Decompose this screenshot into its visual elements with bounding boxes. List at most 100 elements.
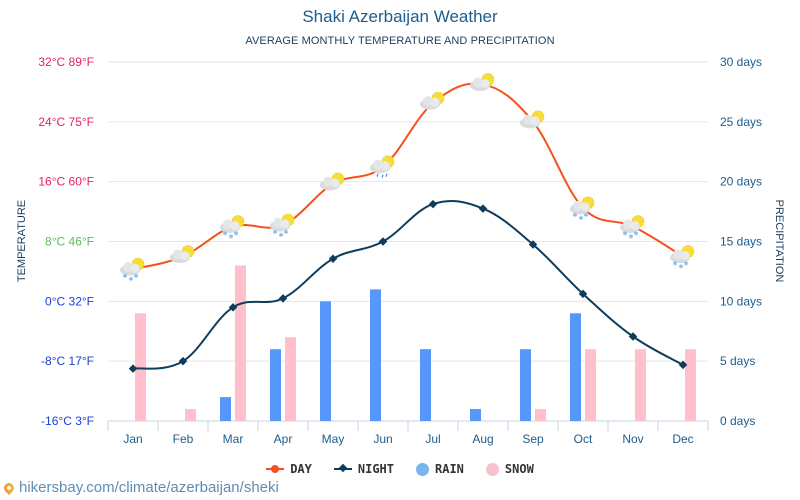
night-point <box>628 332 638 341</box>
night-point <box>428 199 438 209</box>
cloud-puff <box>280 219 290 229</box>
cloud-puff <box>173 249 183 260</box>
rain-bar <box>220 397 231 421</box>
temperature-tick-label: -16°C 3°F <box>41 414 94 428</box>
snowflake-icon: ✱ <box>622 231 627 238</box>
snowflake-icon: ✱ <box>678 263 683 270</box>
night-point <box>128 364 138 373</box>
legend-day[interactable]: DAY <box>266 462 312 476</box>
month-label: Jan <box>123 432 142 446</box>
snowflake-icon: ✱ <box>128 276 133 283</box>
precipitation-tick-label: 25 days <box>720 115 762 129</box>
snowflake-icon: ✱ <box>278 232 283 239</box>
location-pin-icon <box>1 480 17 495</box>
rain-bar <box>420 349 431 421</box>
snowflake-icon: ✱ <box>578 215 583 222</box>
month-label: Sep <box>522 432 544 446</box>
precipitation-bars <box>135 265 696 421</box>
month-label: Mar <box>223 432 244 446</box>
snowflake-icon: ✱ <box>283 229 288 236</box>
snowflake-icon: ✱ <box>122 273 127 280</box>
month-label: Dec <box>672 432 693 446</box>
cloud-puff <box>123 262 133 273</box>
raindrop-icon <box>381 174 384 178</box>
rain-bar <box>270 349 281 421</box>
cloud-puff <box>680 250 690 260</box>
snowflake-icon: ✱ <box>228 234 233 241</box>
cloud-puff <box>180 250 190 260</box>
snow-cloud-icon: ✱ ✱ ✱ <box>620 215 645 241</box>
month-label: Oct <box>574 432 593 446</box>
precipitation-tick-label: 30 days <box>720 55 762 69</box>
night-point <box>478 204 488 213</box>
temperature-tick-label: -8°C 17°F <box>41 354 94 368</box>
cloud-puff <box>523 114 533 125</box>
chart-title: Shaki Azerbaijan Weather <box>302 7 498 26</box>
night-point <box>378 237 388 246</box>
temperature-lines <box>128 82 688 373</box>
snow-bar <box>285 337 296 421</box>
chart-subtitle: AVERAGE MONTHLY TEMPERATURE AND PRECIPIT… <box>245 35 555 47</box>
snowflake-icon: ✱ <box>683 260 688 267</box>
month-label: Nov <box>622 432 643 446</box>
snow-bar <box>185 409 196 421</box>
legend-night[interactable]: NIGHT <box>333 462 394 476</box>
legend-snow[interactable]: SNOW <box>485 462 534 476</box>
rain-bar <box>570 313 581 421</box>
snow-cloud-icon: ✱ ✱ ✱ <box>570 196 595 222</box>
snow-circle-icon <box>485 462 499 476</box>
cloud-puff <box>380 161 390 171</box>
night-line-icon <box>333 463 352 473</box>
temperature-axis: 32°C 89°F 24°C 75°F 16°C 60°F 8°C 46°F 0°C 3… <box>38 55 94 428</box>
cloud-puff <box>473 77 483 88</box>
month-label: May <box>322 432 345 446</box>
snowflake-icon: ✱ <box>572 212 577 219</box>
night-temperature-line <box>132 200 684 370</box>
cloud-puff <box>330 178 340 188</box>
precipitation-tick-label: 20 days <box>720 175 762 189</box>
temperature-tick-label: 8°C 46°F <box>45 235 94 249</box>
cloud-puff <box>273 218 283 229</box>
night-point <box>228 303 238 312</box>
cloud-puff <box>223 219 233 230</box>
snowflake-icon: ✱ <box>272 229 277 236</box>
night-point <box>278 294 288 303</box>
snowflake-icon: ✱ <box>233 231 238 238</box>
rain-cloud-icon <box>370 155 395 178</box>
snow-bar <box>535 409 546 421</box>
legend-rain[interactable]: RAIN <box>416 462 464 476</box>
cloud-puff <box>530 116 540 126</box>
snowflake-icon: ✱ <box>583 212 588 219</box>
temperature-tick-label: 24°C 75°F <box>38 115 94 129</box>
legend: DAY NIGHT RAIN SNOW <box>0 462 800 476</box>
precipitation-tick-label: 10 days <box>720 294 762 308</box>
sun-cloud-icon <box>470 73 495 91</box>
rain-bar <box>370 289 381 421</box>
cloud-puff <box>373 159 383 170</box>
night-point <box>678 360 688 370</box>
raindrop-icon <box>376 173 379 177</box>
snowflake-icon: ✱ <box>628 234 633 241</box>
legend-label: SNOW <box>504 462 534 476</box>
snow-bar <box>635 349 646 421</box>
cloud-puff <box>580 202 590 212</box>
legend-label: NIGHT <box>357 462 394 476</box>
grid-lines <box>108 61 708 422</box>
source-url: hikersbay.com/climate/azerbaijan/sheki <box>19 479 279 496</box>
month-label: Jul <box>425 432 440 446</box>
source-link[interactable]: hikersbay.com/climate/azerbaijan/sheki <box>1 479 279 496</box>
cloud-puff <box>130 263 140 273</box>
snow-cloud-icon: ✱ ✱ ✱ <box>270 213 295 239</box>
cloud-puff <box>430 97 440 107</box>
snowflake-icon: ✱ <box>633 231 638 238</box>
snow-cloud-icon: ✱ ✱ ✱ <box>670 245 695 270</box>
cloud-puff <box>673 249 683 260</box>
snow-bar <box>585 349 596 421</box>
weather-icons: ✱ ✱ ✱✱ ✱ ✱ ✱ ✱ ✱✱ ✱ ✱✱ ✱ ✱✱ ✱ ✱ <box>120 73 695 283</box>
precipitation-tick-label: 5 days <box>720 354 755 368</box>
snowflake-icon: ✱ <box>133 273 138 280</box>
sun-cloud-icon <box>520 110 545 129</box>
y-axis-label-right: PRECIPITATION <box>773 200 785 283</box>
temperature-tick-label: 0°C 32°F <box>45 294 94 308</box>
temperature-tick-label: 32°C 89°F <box>38 55 94 69</box>
